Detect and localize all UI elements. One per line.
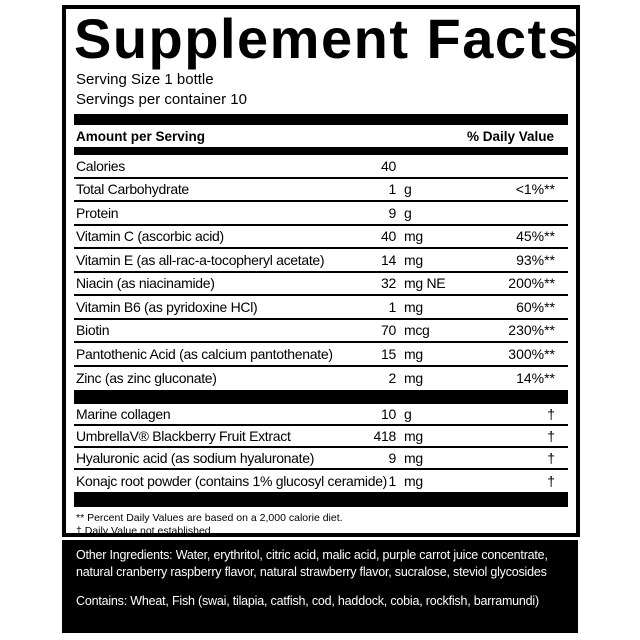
table-row: Vitamin B6 (as pyridoxine HCl) 1 mg 60%*… [74,296,568,320]
table-row: Vitamin C (ascorbic acid) 40 mg 45%** [74,226,568,249]
nutrient-unit: mcg [404,322,430,339]
nutrient-amount: 9 [388,450,397,466]
nutrient-name: Protein [76,204,119,221]
nutrient-amount: 418 [373,428,397,444]
nutrient-daily-value: <1%** [515,181,555,198]
nutrient-name: UmbrellaV® Blackberry Fruit Extract [76,428,291,444]
footnote-daily-value-not-established: † Daily Value not established. [76,524,214,537]
facts-header-row: Amount per Serving % Daily Value [74,125,568,147]
nutrient-unit: mg [404,251,423,268]
nutrient-daily-value: 93%** [516,251,555,268]
table-row: Biotin 70 mcg 230%** [74,320,568,343]
botanicals-section: Marine collagen 10 g † UmbrellaV® Blackb… [74,404,568,492]
nutrient-daily-value: † [547,473,555,489]
nutrient-daily-value: 200%** [508,275,555,292]
nutrient-name: Pantothenic Acid (as calcium pantothenat… [76,345,333,362]
table-row: Total Carbohydrate 1 g <1%** [74,179,568,202]
nutrient-name: Zinc (as zinc gluconate) [76,370,217,387]
nutrient-daily-value: 14%** [516,370,555,387]
table-row: Konajc root powder (contains 1% glucosyl… [74,470,568,492]
nutrient-daily-value: 45%** [516,228,555,245]
nutrient-unit: mg [404,228,423,245]
nutrient-daily-value: † [547,450,555,466]
table-row: Calories 40 [74,155,568,179]
nutrient-daily-value: † [547,428,555,444]
nutrient-daily-value: 230%** [508,322,555,339]
contains-allergens-text: Contains: Wheat, Fish (swai, tilapia, ca… [76,594,539,608]
nutrient-amount: 40 [381,228,396,245]
nutrient-unit: mg NE [404,275,446,292]
nutrient-amount: 9 [388,204,397,221]
facts-title: Supplement Facts [74,7,580,70]
nutrient-unit: g [404,204,412,221]
footnotes: ** Percent Daily Values are based on a 2… [74,507,568,537]
nutrient-amount: 2 [388,370,397,387]
nutrient-unit: g [404,181,412,198]
separator-bar-thick [74,114,568,125]
separator-bar-medium [74,147,568,155]
servings-per-container: Servings per container 10 [76,91,247,108]
nutrient-daily-value: 60%** [516,298,555,315]
nutrient-daily-value: † [547,406,555,422]
nutrient-amount: 32 [381,275,396,292]
amount-per-serving-header: Amount per Serving [76,128,206,144]
nutrient-name: Niacin (as niacinamide) [76,275,215,292]
table-row: Niacin (as niacinamide) 32 mg NE 200%** [74,273,568,296]
ingredients-panel: Other Ingredients: Water, erythritol, ci… [62,540,578,633]
nutrient-amount: 70 [381,322,396,339]
nutrient-name: Biotin [76,322,110,339]
nutrient-amount: 1 [388,298,397,315]
nutrient-unit: mg [404,473,423,489]
nutrient-unit: mg [404,298,423,315]
nutrient-amount: 10 [381,406,396,422]
serving-size: Serving Size 1 bottle [76,71,214,88]
separator-bar-thick [74,390,568,404]
daily-value-header: % Daily Value [466,128,554,144]
table-row: Hyaluronic acid (as sodium hyaluronate) … [74,448,568,470]
other-ingredients-text: Other Ingredients: Water, erythritol, ci… [76,548,548,579]
nutrient-amount: 14 [381,251,396,268]
nutrient-unit: mg [404,370,423,387]
table-row: Vitamin E (as all-rac-a-tocopheryl aceta… [74,249,568,273]
nutrient-unit: mg [404,345,423,362]
nutrient-name: Konajc root powder (contains 1% glucosyl… [76,473,388,489]
nutrient-name: Total Carbohydrate [76,181,189,198]
nutrient-name: Vitamin E (as all-rac-a-tocopheryl aceta… [76,251,325,268]
nutrient-daily-value: 300%** [508,345,555,362]
nutrient-name: Marine collagen [76,406,171,422]
nutrient-unit: mg [404,450,423,466]
nutrient-unit: g [404,406,412,422]
nutrient-amount: 40 [381,157,396,174]
supplement-facts-label: Supplement Facts Serving Size 1 bottle S… [62,5,580,537]
table-row: Zinc (as zinc gluconate) 2 mg 14%** [74,367,568,391]
nutrient-name: Hyaluronic acid (as sodium hyaluronate) [76,450,315,466]
table-row: UmbrellaV® Blackberry Fruit Extract 418 … [74,426,568,448]
nutrient-unit: mg [404,428,423,444]
table-row: Pantothenic Acid (as calcium pantothenat… [74,343,568,367]
nutrient-name: Vitamin B6 (as pyridoxine HCl) [76,298,258,315]
separator-bar-thick [74,492,568,507]
nutrient-name: Vitamin C (ascorbic acid) [76,228,224,245]
nutrient-amount: 1 [388,473,397,489]
nutrient-amount: 15 [381,345,396,362]
footnote-percent-daily-values: ** Percent Daily Values are based on a 2… [76,512,343,524]
nutrient-amount: 1 [388,181,397,198]
nutrients-section: Calories 40 Total Carbohydrate 1 g <1%**… [74,155,568,390]
table-row: Protein 9 g [74,202,568,226]
nutrient-name: Calories [76,157,125,174]
table-row: Marine collagen 10 g † [74,404,568,426]
